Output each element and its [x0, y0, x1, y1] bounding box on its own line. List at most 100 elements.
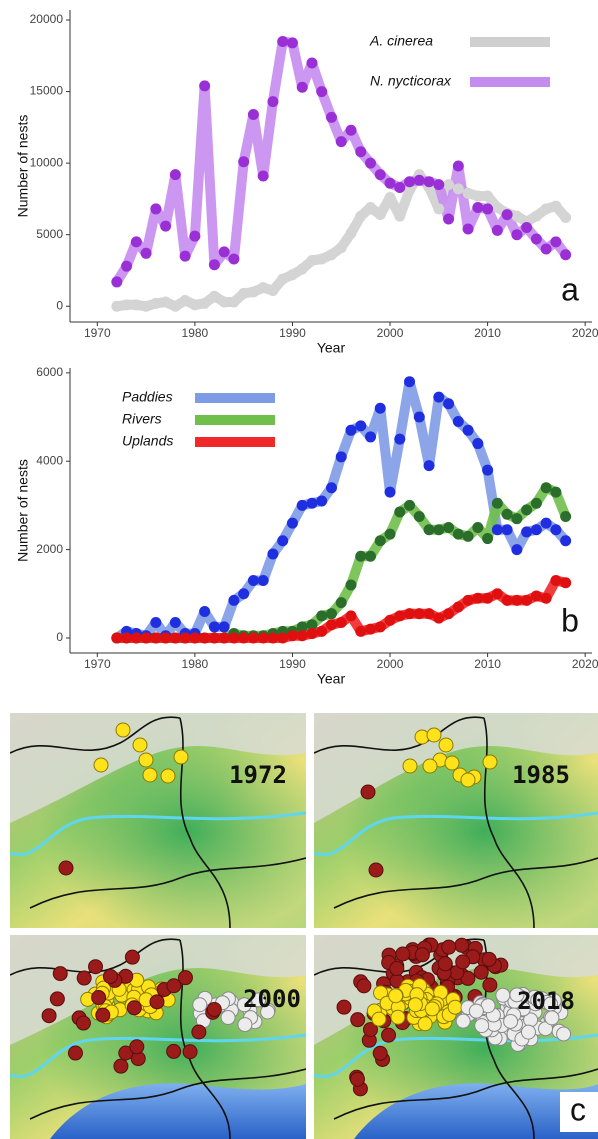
- point: [219, 621, 230, 632]
- point: [443, 522, 454, 533]
- point: [287, 269, 298, 280]
- point: [111, 301, 122, 312]
- point: [277, 632, 288, 643]
- colony-dot: [89, 960, 103, 974]
- point: [355, 551, 366, 562]
- colony-dot: [423, 759, 437, 773]
- point: [131, 632, 142, 643]
- colony-dot: [42, 1009, 56, 1023]
- point: [433, 392, 444, 403]
- point: [297, 82, 308, 93]
- point: [199, 80, 210, 91]
- map-year: 1985: [512, 761, 570, 789]
- point: [258, 632, 269, 643]
- point: [433, 613, 444, 624]
- x-tick-label: 2010: [474, 326, 501, 340]
- point: [355, 211, 366, 222]
- point: [238, 632, 249, 643]
- colony-dot: [496, 988, 510, 1002]
- point: [394, 211, 405, 222]
- point: [453, 602, 464, 613]
- colony-dot: [77, 971, 91, 985]
- point: [404, 500, 415, 511]
- colony-dot: [361, 785, 375, 799]
- point: [433, 203, 444, 214]
- point: [560, 535, 571, 546]
- panel-label: a: [561, 271, 579, 307]
- point: [404, 176, 415, 187]
- point: [482, 593, 493, 604]
- point: [121, 261, 132, 272]
- x-tick-label: 1980: [182, 657, 209, 671]
- colony-dot: [76, 1016, 90, 1030]
- point: [248, 575, 259, 586]
- point: [443, 608, 454, 619]
- point: [170, 632, 181, 643]
- point: [336, 136, 347, 147]
- point: [258, 575, 269, 586]
- colony-dot: [116, 723, 130, 737]
- point: [531, 591, 542, 602]
- colony-dot: [373, 1046, 387, 1060]
- point: [482, 533, 493, 544]
- point: [248, 109, 259, 120]
- legend-label: Uplands: [122, 433, 173, 449]
- maps: 1972198520002018c: [10, 713, 598, 1139]
- point: [131, 299, 142, 310]
- colony-dot: [425, 1002, 439, 1016]
- point: [287, 518, 298, 529]
- point: [453, 416, 464, 427]
- legend-label: A. cinerea: [369, 33, 433, 49]
- point: [414, 412, 425, 423]
- point: [375, 621, 386, 632]
- point: [326, 482, 337, 493]
- point: [531, 211, 542, 222]
- point: [199, 632, 210, 643]
- colony-dot: [183, 1045, 197, 1059]
- point: [228, 595, 239, 606]
- point: [160, 296, 171, 307]
- y-tick-label: 4000: [36, 453, 63, 467]
- point: [443, 213, 454, 224]
- point: [248, 632, 259, 643]
- colony-dot: [103, 969, 117, 983]
- point: [336, 617, 347, 628]
- point: [199, 298, 210, 309]
- map-year: 2000: [243, 985, 301, 1013]
- point: [550, 575, 561, 586]
- point: [336, 597, 347, 608]
- point: [326, 608, 337, 619]
- point: [472, 522, 483, 533]
- colony-dot: [139, 753, 153, 767]
- point: [550, 201, 561, 212]
- point: [219, 246, 230, 257]
- point: [336, 242, 347, 253]
- point: [219, 632, 230, 643]
- point: [365, 551, 376, 562]
- colony-dot: [504, 1014, 518, 1028]
- point: [375, 535, 386, 546]
- point: [287, 37, 298, 48]
- point: [346, 579, 357, 590]
- x-tick-label: 2010: [474, 657, 501, 671]
- x-tick-label: 1990: [279, 657, 306, 671]
- point: [482, 203, 493, 214]
- point: [550, 236, 561, 247]
- y-axis-label: Number of nests: [15, 115, 31, 218]
- colony-dot: [382, 1028, 396, 1042]
- legend-label: N. nycticorax: [370, 73, 452, 89]
- point: [502, 524, 513, 535]
- point: [141, 301, 152, 312]
- point: [541, 244, 552, 255]
- point: [160, 632, 171, 643]
- colony-dot: [474, 965, 488, 979]
- point: [521, 526, 532, 537]
- point: [482, 191, 493, 202]
- point: [463, 223, 474, 234]
- point: [170, 169, 181, 180]
- colony-dot: [456, 955, 470, 969]
- y-tick-label: 15000: [30, 84, 64, 98]
- x-tick-label: 1970: [84, 657, 111, 671]
- colony-dot: [133, 738, 147, 752]
